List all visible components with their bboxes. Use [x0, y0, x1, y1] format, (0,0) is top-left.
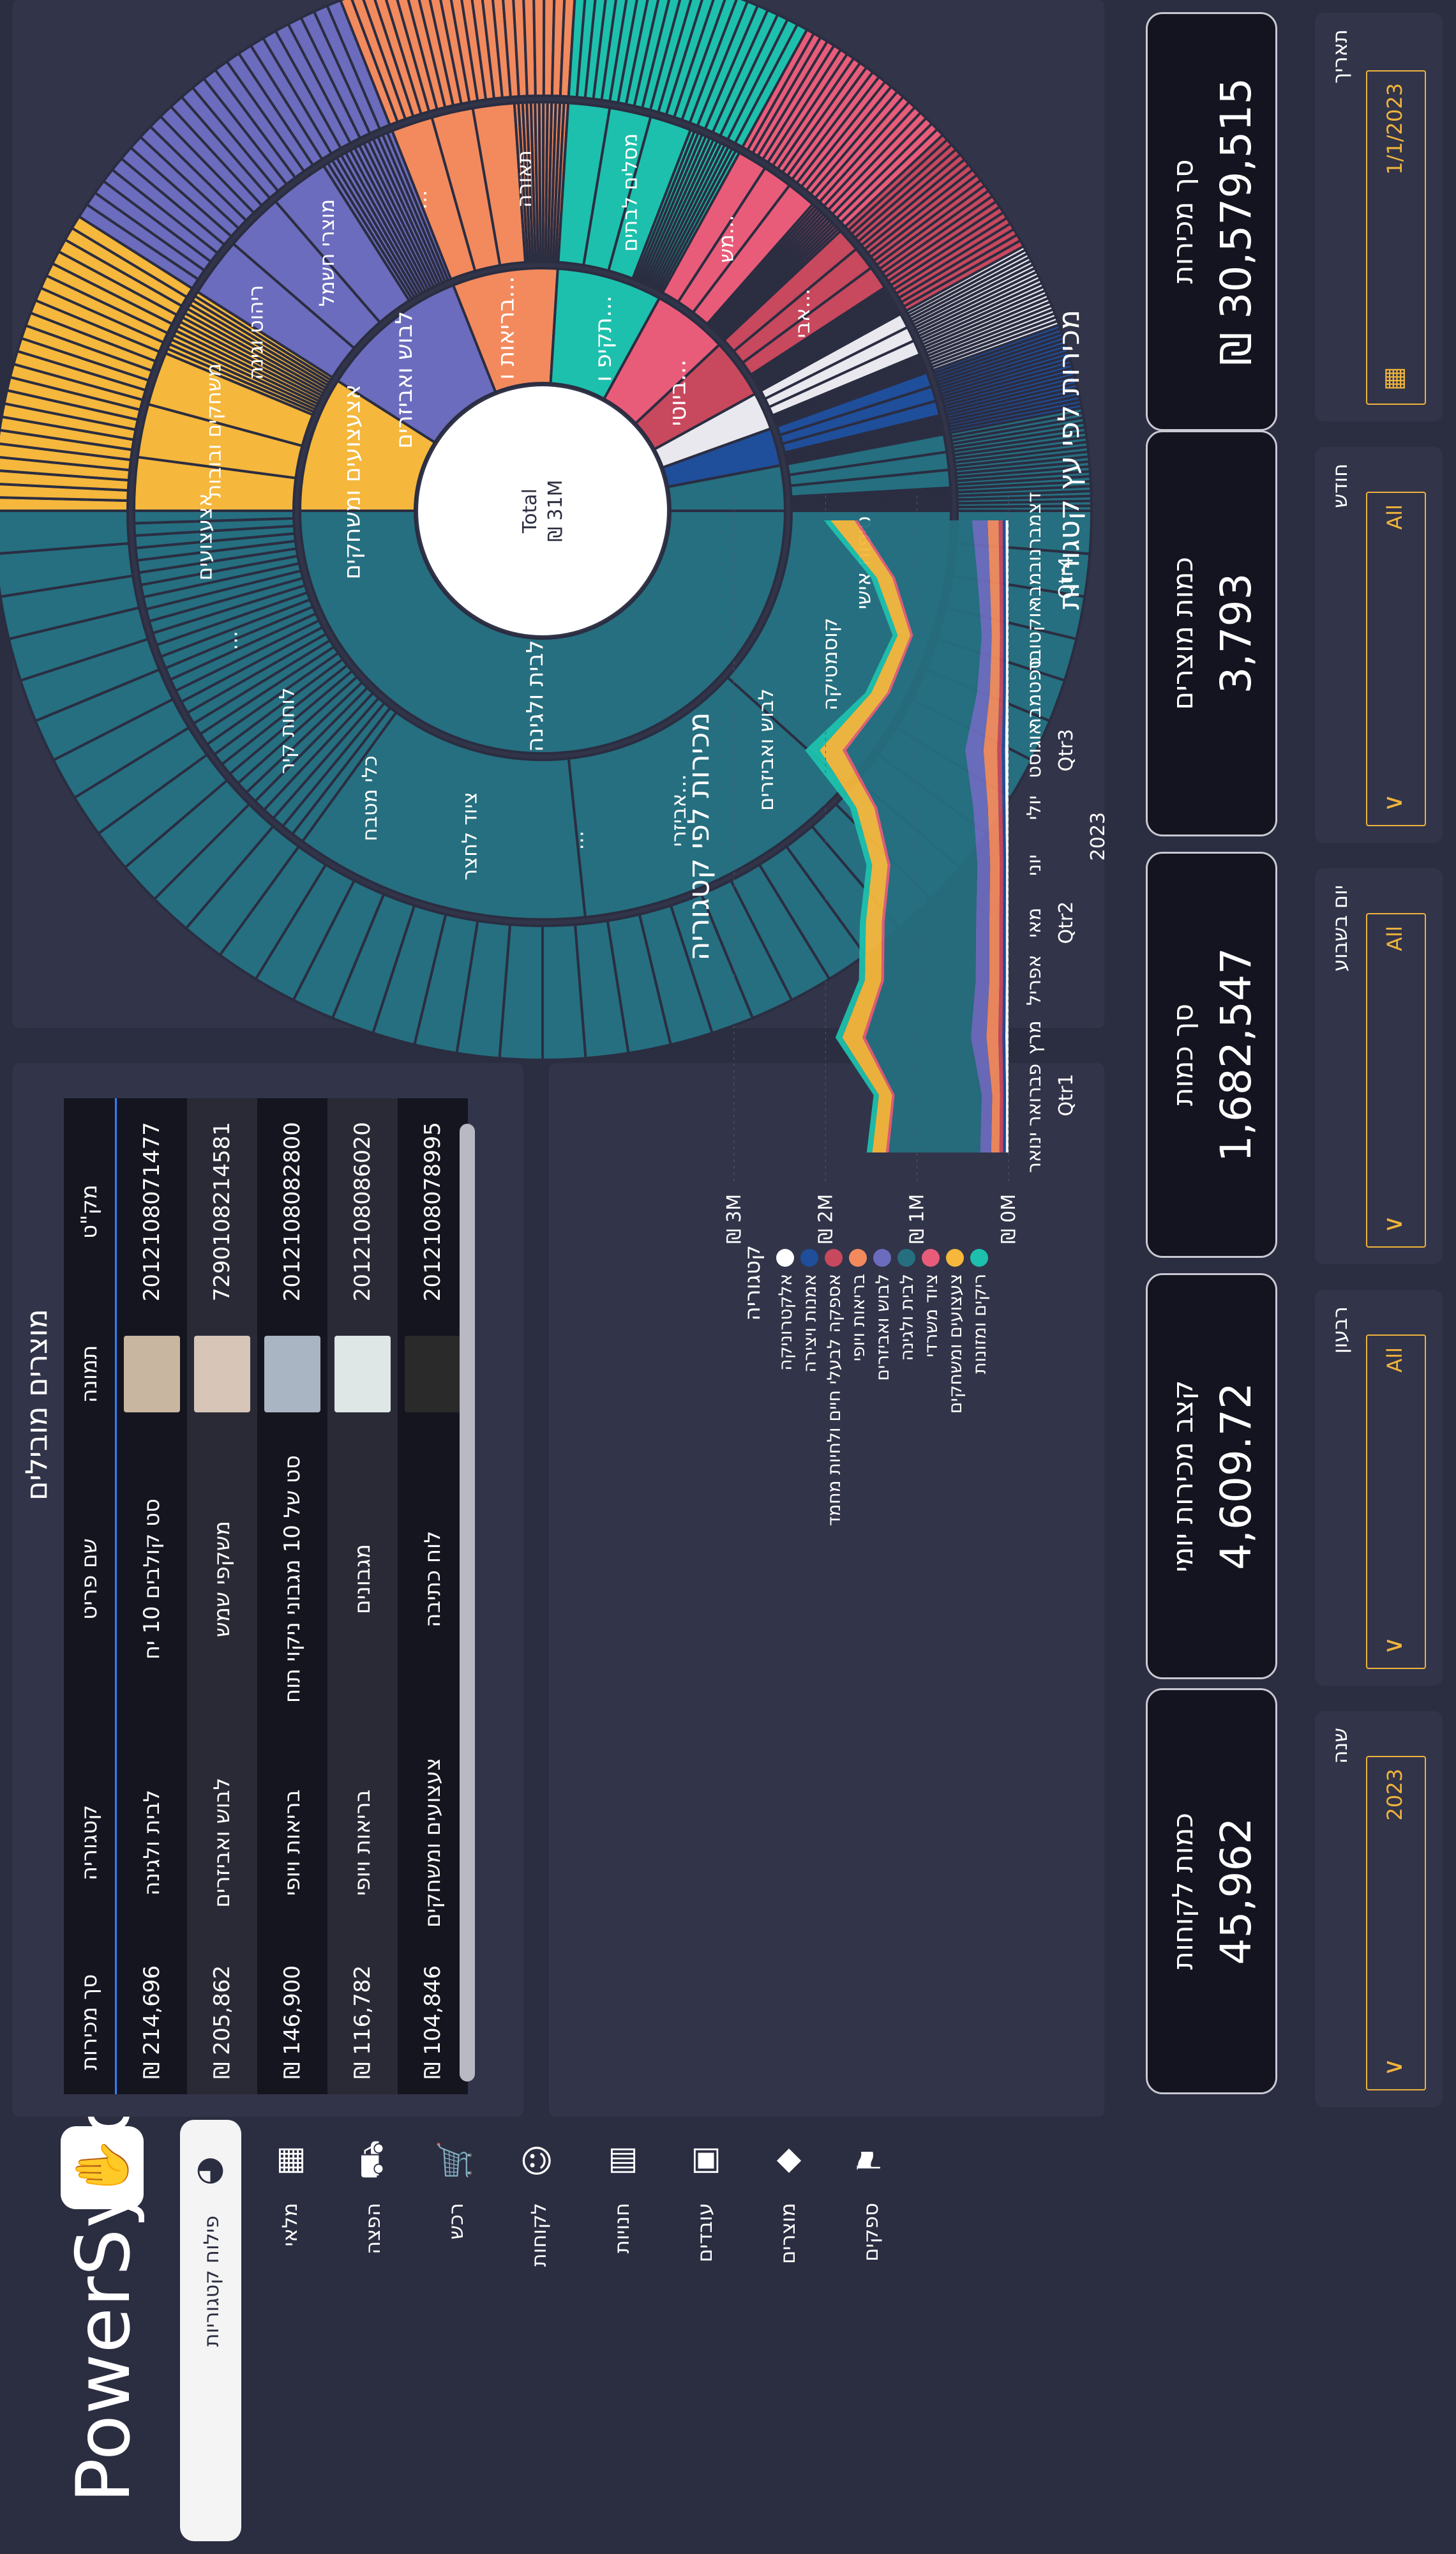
sunburst-center-label: Total [519, 488, 541, 534]
sunburst-inner-slice[interactable] [666, 464, 787, 512]
filter-label: תאריך [1328, 29, 1352, 84]
sku-cell: 7290108214581 [187, 1098, 257, 1326]
table-header-row: סך מכירות קטגוריה שם פריט תמונה מק"ט [64, 1098, 116, 2094]
product-thumbnail [194, 1335, 250, 1412]
sunburst-outer-label: תאורה [512, 150, 536, 208]
table-row[interactable]: ₪ 104,846 צעצועים ומשחקים לוח כתיבה 2012108… [398, 1098, 468, 2094]
sunburst-outer-slice[interactable] [532, 0, 546, 98]
product-thumbnail [334, 1335, 391, 1412]
product-thumbnail [124, 1335, 180, 1412]
sunburst-outer-label: ... [218, 631, 242, 651]
category-cell: בריאות ויופי [257, 1735, 327, 1951]
item-name-cell: משקפי שמש [187, 1423, 257, 1735]
image-cell [187, 1325, 257, 1423]
sunburst-inner-slice[interactable] [298, 510, 787, 755]
sunburst-outer-label: ... [564, 831, 588, 850]
sunburst-center [418, 386, 667, 635]
sunburst-outer-label: מש... [714, 215, 738, 263]
kpi-card-2: סך כמות 1,682,547 [1146, 852, 1277, 1258]
kpi-card-3: קצב מכירות יומי 4,609.72 [1146, 1273, 1277, 1679]
date-input[interactable]: 1/1/2023 ▦ [1366, 70, 1426, 405]
sunburst-inner-label: ביוטי... [664, 359, 691, 426]
column-header[interactable]: סך מכירות [64, 1950, 116, 2094]
sunburst-outer-slice[interactable] [956, 504, 1093, 512]
horizontal-scrollbar[interactable] [460, 1124, 475, 2082]
sunburst-outer-label: מסלים לבתים [618, 133, 642, 252]
sunburst-center-label: ₪ 31M [544, 480, 567, 541]
sunburst-outer-label: אביזרי... [666, 774, 691, 847]
category-cell: לבית ולגינה [116, 1735, 187, 1951]
sunburst-outer-label: משחקים ובובות [201, 363, 225, 498]
sunburst-outer-label: לוחות קיר [275, 688, 299, 775]
column-header[interactable]: תמונה [64, 1325, 116, 1423]
sku-cell: 2012108078995 [398, 1098, 468, 1326]
products-table: סך מכירות קטגוריה שם פריט תמונה מק"ט ₪ 214,69… [64, 1098, 468, 2094]
sunburst-inner-label: לבוש ואביזרים [391, 311, 417, 449]
sunburst-outer-label: ריהוט וגינה [243, 285, 267, 380]
sales-cell: ₪ 214,696 [116, 1950, 187, 2094]
sales-cell: ₪ 116,782 [327, 1950, 398, 2094]
column-header[interactable]: שם פריט [64, 1423, 116, 1735]
product-thumbnail [405, 1335, 461, 1412]
sunburst-mid-slice[interactable] [790, 507, 953, 512]
sunburst-outer-label: מוצרי חשמל [315, 199, 339, 306]
image-cell [327, 1325, 398, 1423]
table-row[interactable]: ₪ 146,900 בריאות ויופי סט של 10 מגבוני ניק… [257, 1098, 327, 2094]
sku-cell: 2012108086020 [327, 1098, 398, 1326]
sales-cell: ₪ 146,900 [257, 1950, 327, 2094]
sunburst-outer-label: טיפוח אישי [852, 516, 876, 609]
category-cell: צעצועים ומשחקים [398, 1735, 468, 1951]
sunburst-outer-label: אצעצועים [193, 494, 217, 581]
sunburst-inner-label: תקיפ ו... [590, 296, 617, 382]
sunburst-title: מכירות לפי עץ קטגוריות [1051, 310, 1086, 610]
sunburst-outer-label: ... [407, 190, 432, 210]
sku-cell: 2012108071477 [116, 1098, 187, 1326]
sunburst-mid-slice[interactable] [567, 676, 848, 919]
item-name-cell: סט קולבים 10 יח [116, 1423, 187, 1735]
sales-cell: ₪ 104,846 [398, 1950, 468, 2094]
image-cell [398, 1325, 468, 1423]
kpi-card-1: כמות מוצרים 3,793 [1146, 430, 1277, 836]
sunburst-outer-label: ציוד לחצר [457, 792, 481, 880]
table-row[interactable]: ₪ 205,862 לבוש ואביזרים משקפי שמש 729010821… [187, 1098, 257, 2094]
category-cell: בריאות ויופי [327, 1735, 398, 1951]
sunburst-mid-slice[interactable] [301, 710, 587, 921]
table-title: מוצרים מובילים [19, 1308, 54, 1500]
table-row[interactable]: ₪ 214,696 לבית ולגינה סט קולבים 10 יח 20121… [116, 1098, 187, 2094]
item-name-cell: סט של 10 מגבוני ניקוי תוח [257, 1423, 327, 1735]
column-header[interactable]: מק"ט [64, 1098, 116, 1326]
image-cell [116, 1325, 187, 1423]
kpi-card-0: סך מכירות ₪ 30,579,515 [1146, 12, 1277, 431]
table-row[interactable]: ₪ 116,782 בריאות ויופי מגבונים 201210808602… [327, 1098, 398, 2094]
product-thumbnail [264, 1335, 320, 1412]
sunburst-outer-label: לבוש ואביזרים [754, 688, 778, 811]
sunburst-inner-label: לבית ולגינה [522, 640, 548, 752]
kpi-card-4: כמות לקוחות 45,962 [1146, 1688, 1277, 2094]
calendar-icon: ▦ [1379, 366, 1408, 391]
sunburst-outer-label: קוסמטיקה [818, 617, 842, 710]
sunburst-inner-label: אצעצועים ומשחקים [340, 384, 366, 580]
image-cell [257, 1325, 327, 1423]
sunburst-inner-label: בריאות ו... [493, 276, 520, 379]
item-name-cell: לוח כתיבה [398, 1423, 468, 1735]
filter-date: תאריך 1/1/2023 ▦ [1315, 13, 1443, 421]
column-header[interactable]: קטגוריה [64, 1735, 116, 1951]
sales-cell: ₪ 205,862 [187, 1950, 257, 2094]
item-name-cell: מגבונים [327, 1423, 398, 1735]
category-cell: לבוש ואביזרים [187, 1735, 257, 1951]
sunburst-outer-label: אבי... [790, 289, 814, 338]
sunburst-outer-label: כלי מטבח [357, 755, 382, 841]
sku-cell: 2012108082800 [257, 1098, 327, 1326]
